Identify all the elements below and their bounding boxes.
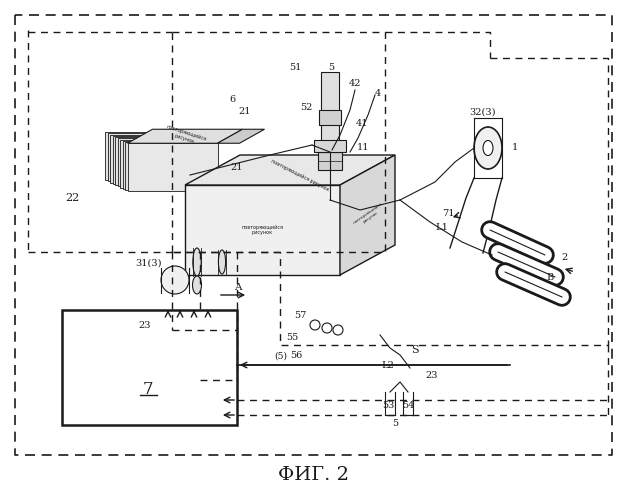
Text: 21: 21 — [230, 164, 243, 172]
Text: 51: 51 — [289, 64, 301, 72]
Ellipse shape — [501, 266, 509, 278]
Text: 11: 11 — [357, 142, 369, 152]
Text: 54: 54 — [402, 400, 414, 409]
Text: 23: 23 — [139, 320, 151, 330]
Ellipse shape — [558, 291, 566, 303]
Text: 5: 5 — [392, 418, 398, 428]
Text: 5: 5 — [328, 64, 334, 72]
Bar — [319, 110, 341, 125]
Polygon shape — [217, 129, 264, 143]
Circle shape — [322, 323, 332, 333]
Text: 6: 6 — [229, 96, 235, 104]
Polygon shape — [107, 133, 197, 181]
Polygon shape — [110, 134, 200, 182]
Text: 22: 22 — [65, 193, 79, 203]
Text: 23: 23 — [426, 370, 438, 380]
Text: 21: 21 — [239, 108, 251, 116]
Polygon shape — [340, 155, 395, 275]
Text: повторяющийся
рисунок: повторяющийся рисунок — [242, 224, 283, 235]
Text: 2: 2 — [562, 254, 568, 262]
Text: повторяющийся
рисунок: повторяющийся рисунок — [163, 124, 207, 148]
Text: 55: 55 — [286, 334, 298, 342]
Polygon shape — [112, 136, 202, 184]
Text: 53: 53 — [382, 400, 394, 409]
Text: 1: 1 — [512, 144, 518, 152]
Text: 57: 57 — [294, 310, 306, 320]
Polygon shape — [122, 141, 212, 188]
Polygon shape — [120, 140, 210, 188]
Text: 56: 56 — [290, 352, 302, 360]
Text: 42: 42 — [349, 78, 361, 88]
Text: 41: 41 — [355, 118, 368, 128]
Polygon shape — [185, 155, 395, 185]
Text: 4: 4 — [375, 88, 381, 98]
Ellipse shape — [541, 249, 550, 261]
Circle shape — [333, 325, 343, 335]
Text: ФИГ. 2: ФИГ. 2 — [278, 466, 350, 484]
Bar — [62, 310, 237, 425]
Text: 71: 71 — [441, 208, 454, 218]
Ellipse shape — [485, 224, 494, 236]
Ellipse shape — [551, 271, 560, 283]
Text: B: B — [546, 272, 554, 281]
Text: повторяющийся
рисунок: повторяющийся рисунок — [353, 202, 386, 228]
Polygon shape — [125, 142, 215, 190]
Polygon shape — [115, 137, 205, 185]
Text: 52: 52 — [300, 104, 312, 112]
Ellipse shape — [161, 266, 189, 294]
Ellipse shape — [483, 140, 493, 156]
Polygon shape — [127, 129, 242, 143]
Ellipse shape — [193, 276, 202, 294]
Polygon shape — [127, 143, 217, 191]
Bar — [321, 72, 339, 152]
Ellipse shape — [193, 248, 201, 276]
Ellipse shape — [494, 246, 502, 258]
Bar — [318, 152, 342, 170]
Bar — [314, 140, 346, 152]
Text: L2: L2 — [382, 362, 394, 370]
Polygon shape — [185, 185, 340, 275]
Text: (5): (5) — [274, 352, 288, 360]
Text: L1: L1 — [436, 224, 448, 232]
Polygon shape — [105, 132, 195, 180]
Text: S: S — [411, 345, 419, 355]
Text: 7: 7 — [143, 382, 153, 398]
Text: A: A — [234, 284, 242, 292]
Circle shape — [310, 320, 320, 330]
Text: 31(3): 31(3) — [135, 258, 161, 268]
Ellipse shape — [219, 250, 225, 274]
Text: 32(3): 32(3) — [470, 108, 496, 116]
Text: повторяющийся рисунок: повторяющийся рисунок — [270, 158, 330, 192]
Polygon shape — [117, 138, 207, 186]
Ellipse shape — [474, 127, 502, 169]
